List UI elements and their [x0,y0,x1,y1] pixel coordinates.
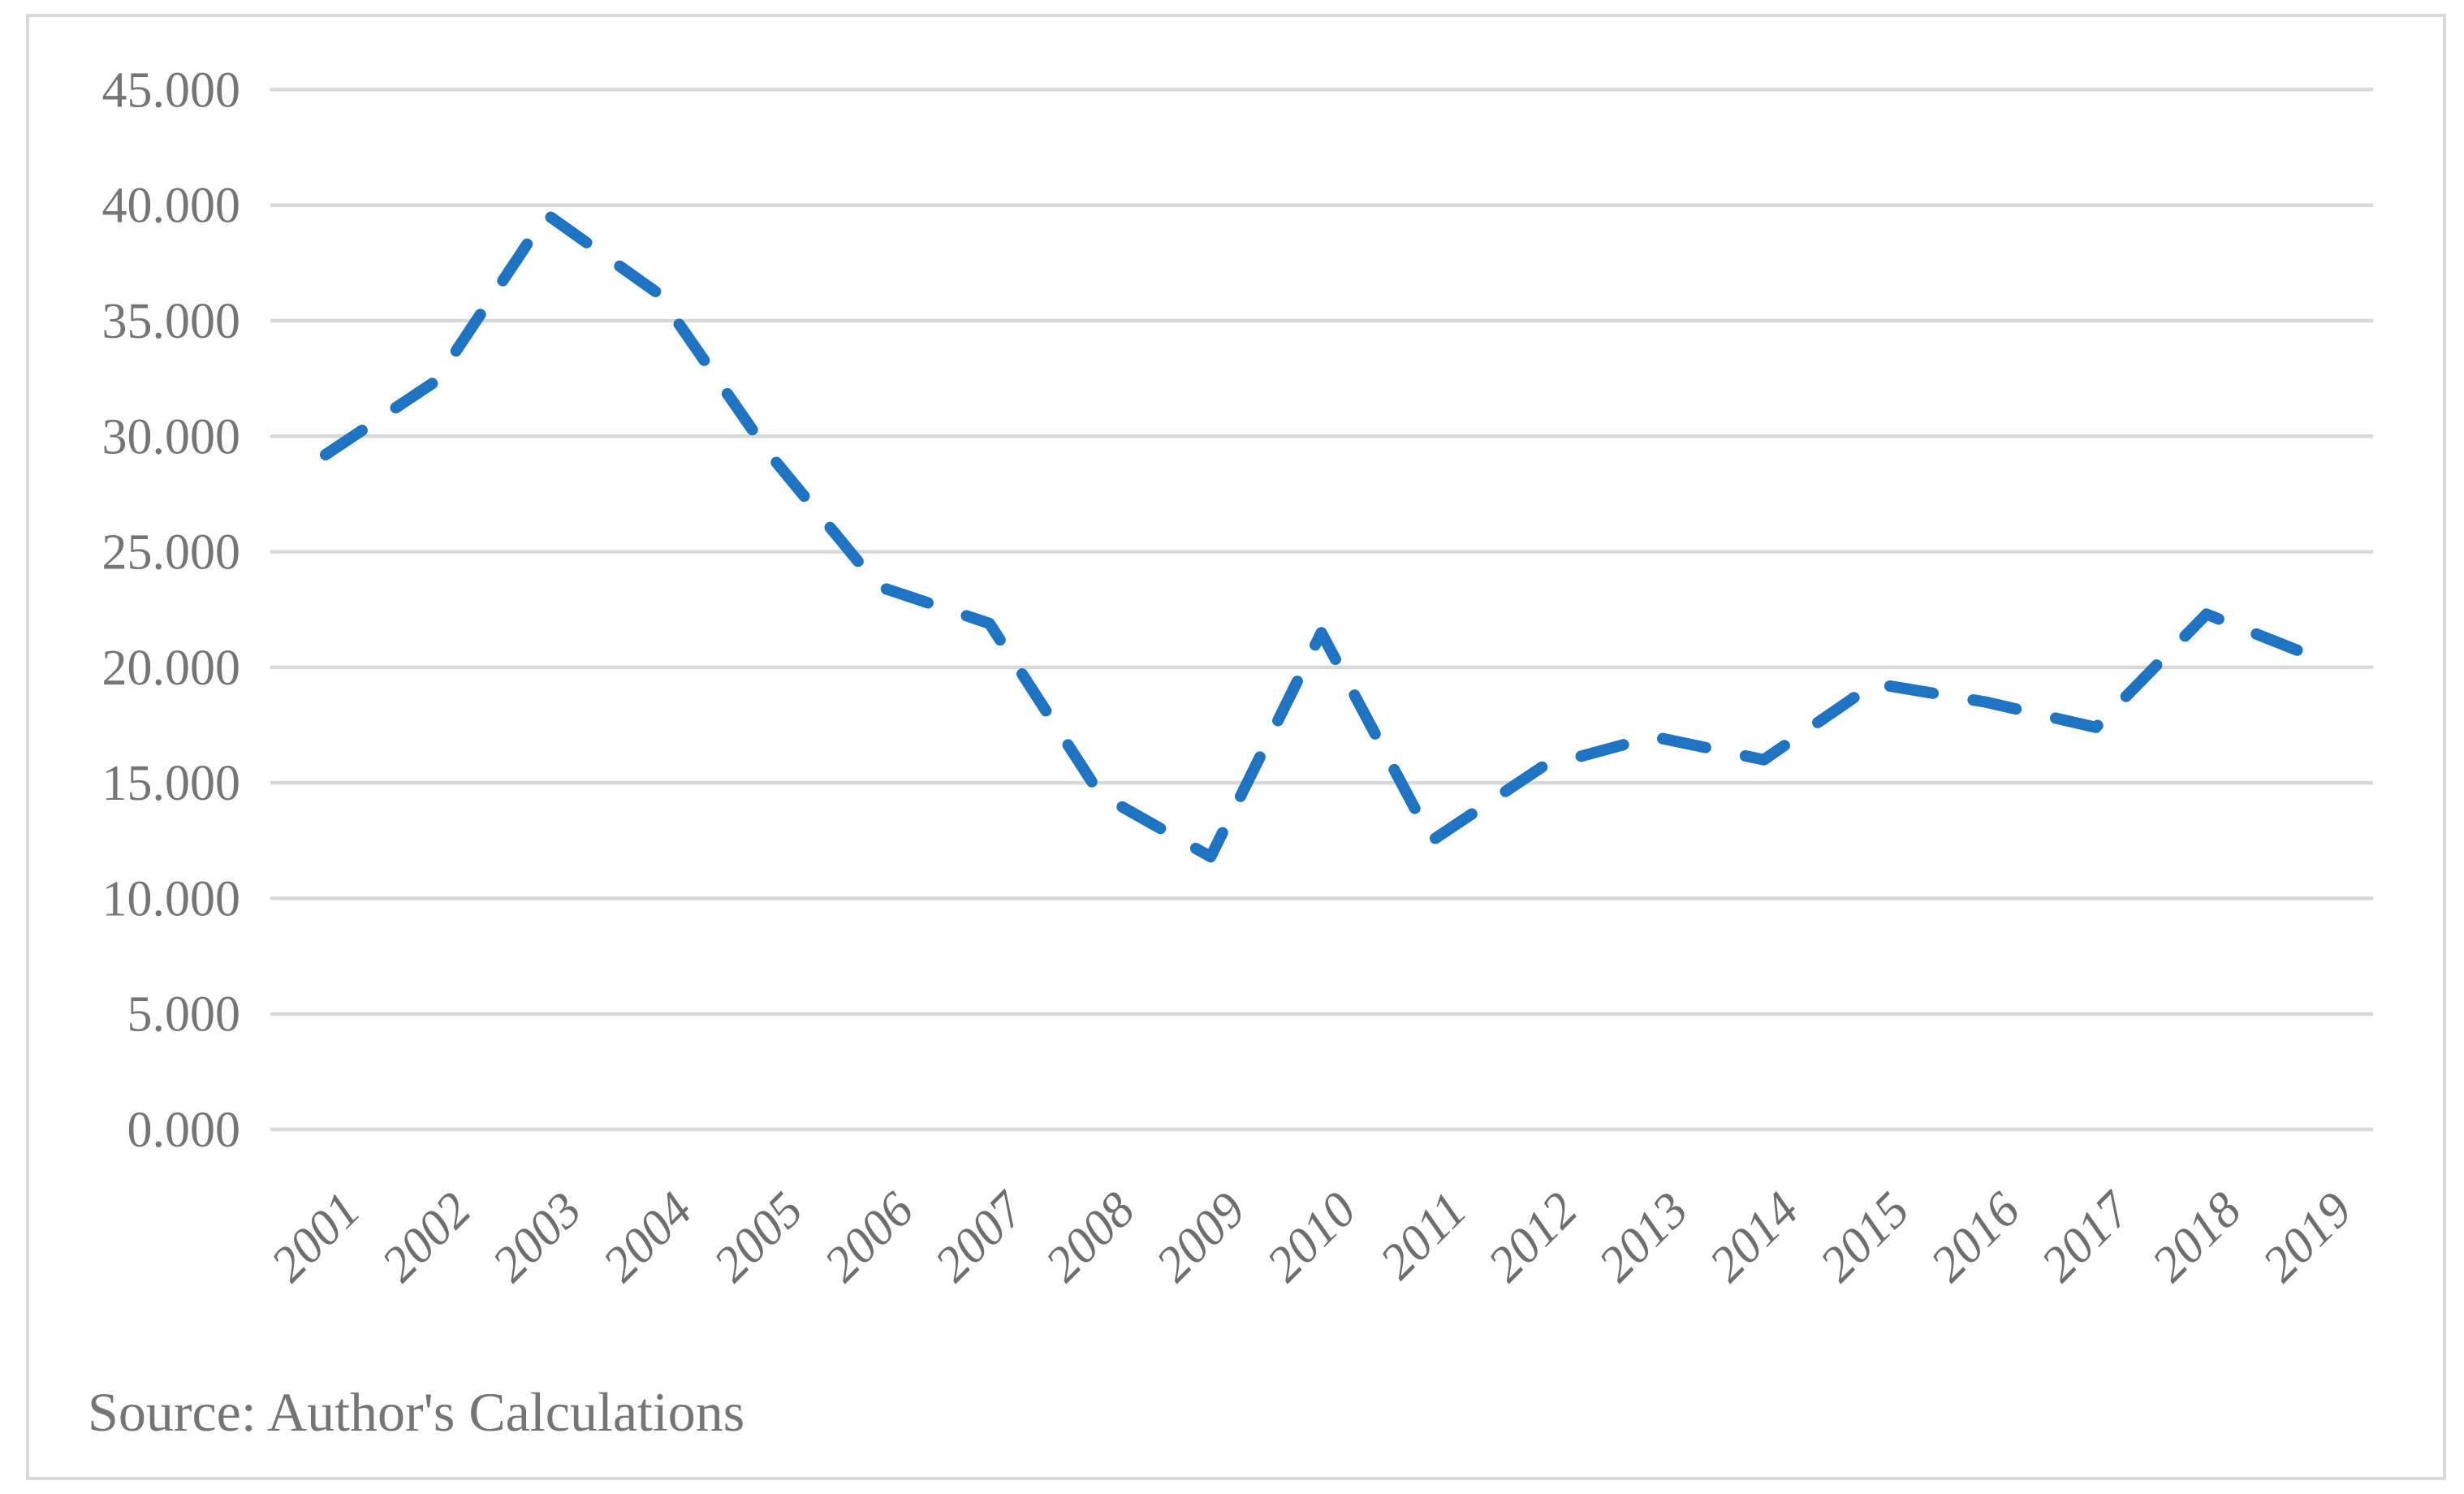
x-axis-tick-label: 2011 [1370,1182,1478,1290]
y-axis-tick-label: 10.000 [102,871,241,926]
x-axis-tick-label: 2005 [703,1182,813,1293]
chart-border-frame [26,14,2446,1480]
x-axis-labels-group: 2001 2002 2003 2004 2005 2006 2007 2008 2009 2010… [261,1181,2363,1293]
x-axis-tick-label: 2003 [482,1182,593,1293]
x-axis-tick-label: 2013 [1588,1182,1698,1293]
x-axis-tick-label: 2009 [1146,1182,1256,1293]
x-axis-tick-label: 2018 [2142,1182,2252,1293]
y-axis-tick-label: 40.000 [102,179,241,234]
x-axis-tick-label: 2017 [2031,1181,2143,1293]
y-axis-tick-label: 25.000 [102,525,241,581]
y-axis-tick-label: 15.000 [102,756,241,811]
data-series-line [320,209,2323,863]
y-axis-tick-label: 5.000 [127,987,241,1043]
y-axis-tick-label: 20.000 [102,641,241,696]
y-axis-tick-label: 35.000 [102,294,241,349]
gridlines-group [270,88,2373,1132]
x-axis-tick-label: 2016 [1920,1182,2030,1293]
x-axis-tick-label: 2007 [925,1181,1037,1293]
x-axis-tick-label: 2012 [1478,1182,1588,1293]
source-note: Source: Author's Calculations [88,1381,745,1443]
y-axis-tick-label: 0.000 [127,1103,241,1158]
x-axis-tick-label: 2015 [1810,1182,1920,1293]
x-axis-tick-label: 2014 [1699,1182,1810,1293]
x-axis-tick-label: 2002 [371,1182,481,1293]
x-axis-tick-label: 2010 [1257,1182,1367,1293]
y-axis-tick-label: 45.000 [102,63,241,118]
x-axis-tick-label: 2006 [814,1182,925,1293]
x-axis-tick-label: 2001 [261,1182,371,1293]
y-axis-tick-label: 30.000 [102,409,241,464]
x-axis-tick-label: 2008 [1035,1182,1146,1293]
x-axis-tick-label: 2004 [593,1182,703,1293]
series-group [320,209,2323,863]
y-axis-labels-group: 0.000 5.000 10.000 15.000 20.000 25.000 30.000… [102,63,241,1158]
x-axis-tick-label: 2019 [2252,1182,2363,1293]
